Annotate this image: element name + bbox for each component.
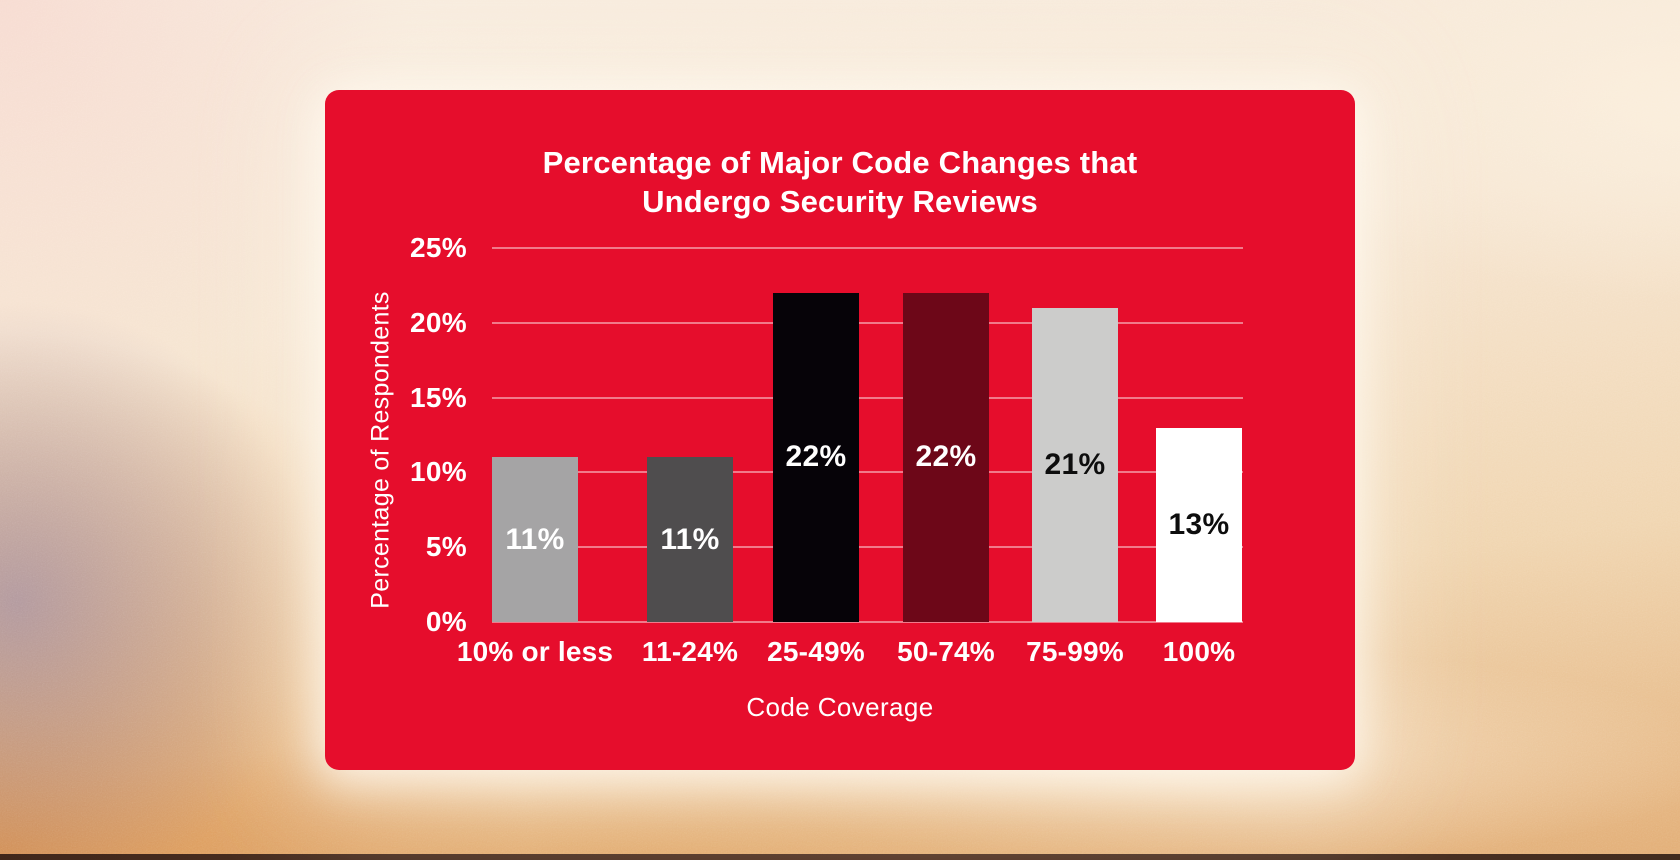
bar-25-49%: 22%	[773, 292, 859, 622]
bar-11-24%: 11%	[647, 457, 733, 622]
x-category-label: 75-99%	[1026, 636, 1124, 667]
bar-value-label: 13%	[1168, 507, 1230, 541]
x-axis-title: Code Coverage	[746, 692, 934, 722]
chart-title: Percentage of Major Code Changes that Un…	[325, 143, 1355, 221]
bar-100%: 13%	[1156, 427, 1242, 622]
chart-title-line-2: Undergo Security Reviews	[642, 184, 1038, 219]
bar-75-99%: 21%	[1032, 307, 1118, 622]
plot-area: 11% 11% 22% 22% 21% 13%	[492, 247, 1243, 623]
x-category-label: 25-49%	[767, 636, 865, 667]
x-category-label: 10% or less	[456, 636, 614, 667]
y-tick-label: 0%	[425, 606, 467, 637]
y-tick-label: 10%	[410, 456, 467, 488]
bottom-edge	[0, 854, 1680, 860]
bar-value-label: 11%	[505, 522, 565, 556]
y-tick-label: 20%	[410, 306, 467, 338]
y-tick-label: 15%	[410, 381, 467, 413]
bar-value-label: 22%	[915, 440, 977, 474]
bar-50-74%: 22%	[903, 292, 989, 622]
bar-value-label: 22%	[785, 440, 847, 474]
gridline-10	[492, 471, 1243, 474]
gridline-15	[492, 396, 1243, 399]
y-tick-label: 25%	[410, 232, 467, 263]
gridline-0	[492, 621, 1243, 623]
bar-value-label: 21%	[1044, 447, 1106, 481]
chart-card: Percentage of Major Code Changes that Un…	[325, 90, 1355, 770]
y-tick-label: 5%	[425, 531, 467, 563]
x-category-label: 50-74%	[897, 636, 995, 667]
chart-title-line-1: Percentage of Major Code Changes that	[542, 145, 1138, 180]
gridline-5	[492, 546, 1243, 549]
x-category-label: 100%	[1162, 636, 1236, 667]
bar-value-label: 11%	[660, 522, 720, 556]
x-category-label: 11-24%	[641, 636, 739, 667]
gridline-20	[492, 321, 1243, 324]
gridline-25	[492, 247, 1243, 249]
bar-10% or less: 11%	[492, 457, 578, 622]
